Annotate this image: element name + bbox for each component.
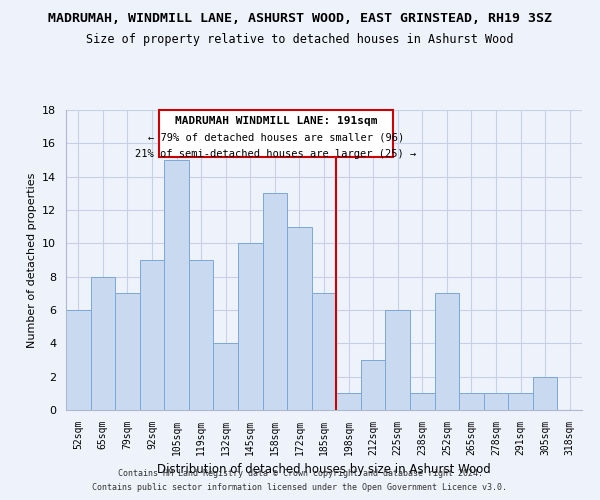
Bar <box>312 294 336 410</box>
Text: Contains public sector information licensed under the Open Government Licence v3: Contains public sector information licen… <box>92 484 508 492</box>
Bar <box>115 294 140 410</box>
Y-axis label: Number of detached properties: Number of detached properties <box>26 172 37 348</box>
Bar <box>459 394 484 410</box>
Bar <box>66 310 91 410</box>
Bar <box>263 194 287 410</box>
Bar <box>287 226 312 410</box>
Text: Contains HM Land Registry data © Crown copyright and database right 2024.: Contains HM Land Registry data © Crown c… <box>118 468 482 477</box>
Bar <box>385 310 410 410</box>
Bar <box>508 394 533 410</box>
Bar <box>238 244 263 410</box>
Bar <box>533 376 557 410</box>
Text: Size of property relative to detached houses in Ashurst Wood: Size of property relative to detached ho… <box>86 32 514 46</box>
Bar <box>336 394 361 410</box>
Bar <box>164 160 189 410</box>
X-axis label: Distribution of detached houses by size in Ashurst Wood: Distribution of detached houses by size … <box>157 464 491 476</box>
Bar <box>91 276 115 410</box>
Text: 21% of semi-detached houses are larger (25) →: 21% of semi-detached houses are larger (… <box>136 149 417 159</box>
Text: MADRUMAH WINDMILL LANE: 191sqm: MADRUMAH WINDMILL LANE: 191sqm <box>175 116 377 126</box>
Bar <box>140 260 164 410</box>
Bar <box>484 394 508 410</box>
FancyBboxPatch shape <box>160 110 393 156</box>
Text: ← 79% of detached houses are smaller (96): ← 79% of detached houses are smaller (96… <box>148 132 404 142</box>
Bar <box>410 394 434 410</box>
Bar <box>214 344 238 410</box>
Bar <box>361 360 385 410</box>
Bar <box>434 294 459 410</box>
Bar <box>189 260 214 410</box>
Text: MADRUMAH, WINDMILL LANE, ASHURST WOOD, EAST GRINSTEAD, RH19 3SZ: MADRUMAH, WINDMILL LANE, ASHURST WOOD, E… <box>48 12 552 26</box>
